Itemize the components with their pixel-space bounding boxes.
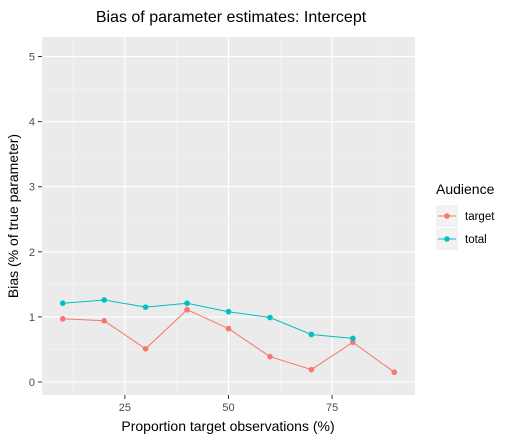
data-point-target [101, 318, 107, 324]
data-point-target [267, 354, 273, 360]
y-tick-label: 3 [29, 182, 35, 194]
legend: Audience target total [436, 181, 495, 250]
legend-label-total: total [465, 234, 487, 246]
data-point-total [309, 332, 315, 338]
data-point-target [309, 367, 315, 373]
data-point-target [143, 346, 149, 352]
y-tick-label: 5 [29, 52, 35, 64]
data-point-target [60, 316, 66, 322]
data-point-total [143, 304, 149, 310]
x-axis-title: Proportion target observations (%) [121, 418, 334, 434]
x-tick-label: 50 [222, 402, 234, 414]
legend-label-target: target [465, 211, 495, 223]
y-tick-label: 0 [29, 377, 35, 389]
data-point-total [101, 297, 107, 303]
y-tick-label: 1 [29, 312, 35, 324]
legend-point-total [444, 236, 450, 242]
data-point-total [350, 336, 356, 342]
y-tick-label: 4 [29, 117, 35, 129]
x-tick-label: 25 [119, 402, 131, 414]
y-tick-label: 2 [29, 247, 35, 259]
data-point-target [184, 307, 190, 313]
data-point-total [226, 309, 232, 315]
y-axis-title: Bias (% of true parameter) [5, 134, 21, 298]
chart-title: Bias of parameter estimates: Intercept [96, 9, 367, 26]
legend-title: Audience [436, 181, 495, 197]
legend-point-target [444, 213, 450, 219]
data-point-total [267, 315, 273, 321]
data-point-target [391, 369, 397, 375]
legend-items: target total [436, 205, 495, 250]
x-tick-label: 75 [326, 402, 338, 414]
data-point-total [184, 300, 190, 306]
data-point-target [226, 326, 232, 332]
data-point-total [60, 300, 66, 306]
